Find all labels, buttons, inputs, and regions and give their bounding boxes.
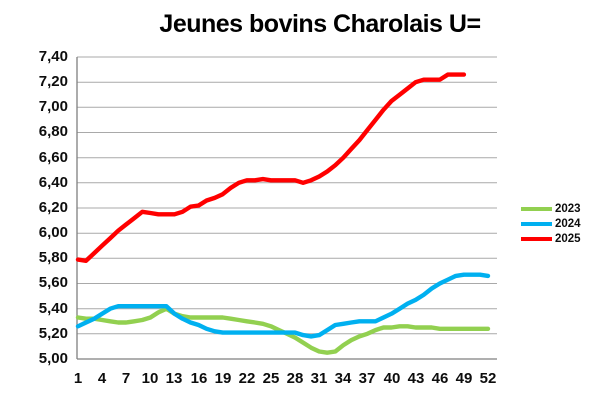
x-tick-label: 49 (455, 370, 473, 387)
y-tick-label: 6,00 (38, 224, 68, 241)
series-line-2025 (75, 72, 467, 263)
x-tick-label: 10 (141, 370, 159, 387)
series-line-2024 (75, 272, 491, 339)
legend-swatch-2023 (521, 207, 552, 211)
x-tick-label: 19 (214, 370, 232, 387)
y-tick-label: 6,80 (38, 123, 68, 140)
x-tick-label: 7 (121, 370, 131, 387)
x-tick-label: 1 (73, 370, 83, 387)
y-tick-label: 7,00 (38, 98, 68, 115)
y-tick-label: 6,40 (38, 174, 68, 191)
legend-label-2024: 2024 (555, 218, 581, 230)
legend-label-2023: 2023 (555, 203, 581, 215)
x-tick-label: 52 (479, 370, 497, 387)
x-tick-label: 40 (383, 370, 401, 387)
chart-legend: 2023 2024 2025 (521, 202, 581, 246)
y-tick-label: 7,20 (38, 73, 68, 90)
y-tick-label: 5,40 (38, 300, 68, 317)
legend-label-2025: 2025 (555, 233, 581, 245)
y-tick-label: 5,00 (38, 350, 68, 367)
x-tick-label: 46 (431, 370, 449, 387)
y-tick-label: 5,20 (38, 325, 68, 342)
legend-swatch-2024 (521, 222, 552, 226)
x-tick-label: 37 (358, 370, 376, 387)
x-tick-label: 4 (97, 370, 107, 387)
x-tick-label: 31 (310, 370, 328, 387)
x-tick-label: 16 (190, 370, 208, 387)
y-tick-label: 6,60 (38, 149, 68, 166)
legend-item-2025: 2025 (521, 232, 581, 246)
y-tick-label: 5,80 (38, 249, 68, 266)
x-tick-label: 25 (262, 370, 280, 387)
legend-item-2024: 2024 (521, 217, 581, 231)
y-tick-label: 6,20 (38, 199, 68, 216)
y-tick-label: 7,40 (38, 48, 68, 65)
chart-title: Jeunes bovins Charolais U= (159, 10, 481, 38)
legend-swatch-2025 (521, 237, 552, 241)
x-tick-label: 28 (286, 370, 304, 387)
x-tick-label: 43 (407, 370, 425, 387)
x-tick-label: 34 (334, 370, 352, 387)
legend-item-2023: 2023 (521, 202, 581, 216)
x-tick-label: 13 (165, 370, 183, 387)
x-tick-label: 22 (238, 370, 256, 387)
y-tick-label: 5,60 (38, 274, 68, 291)
